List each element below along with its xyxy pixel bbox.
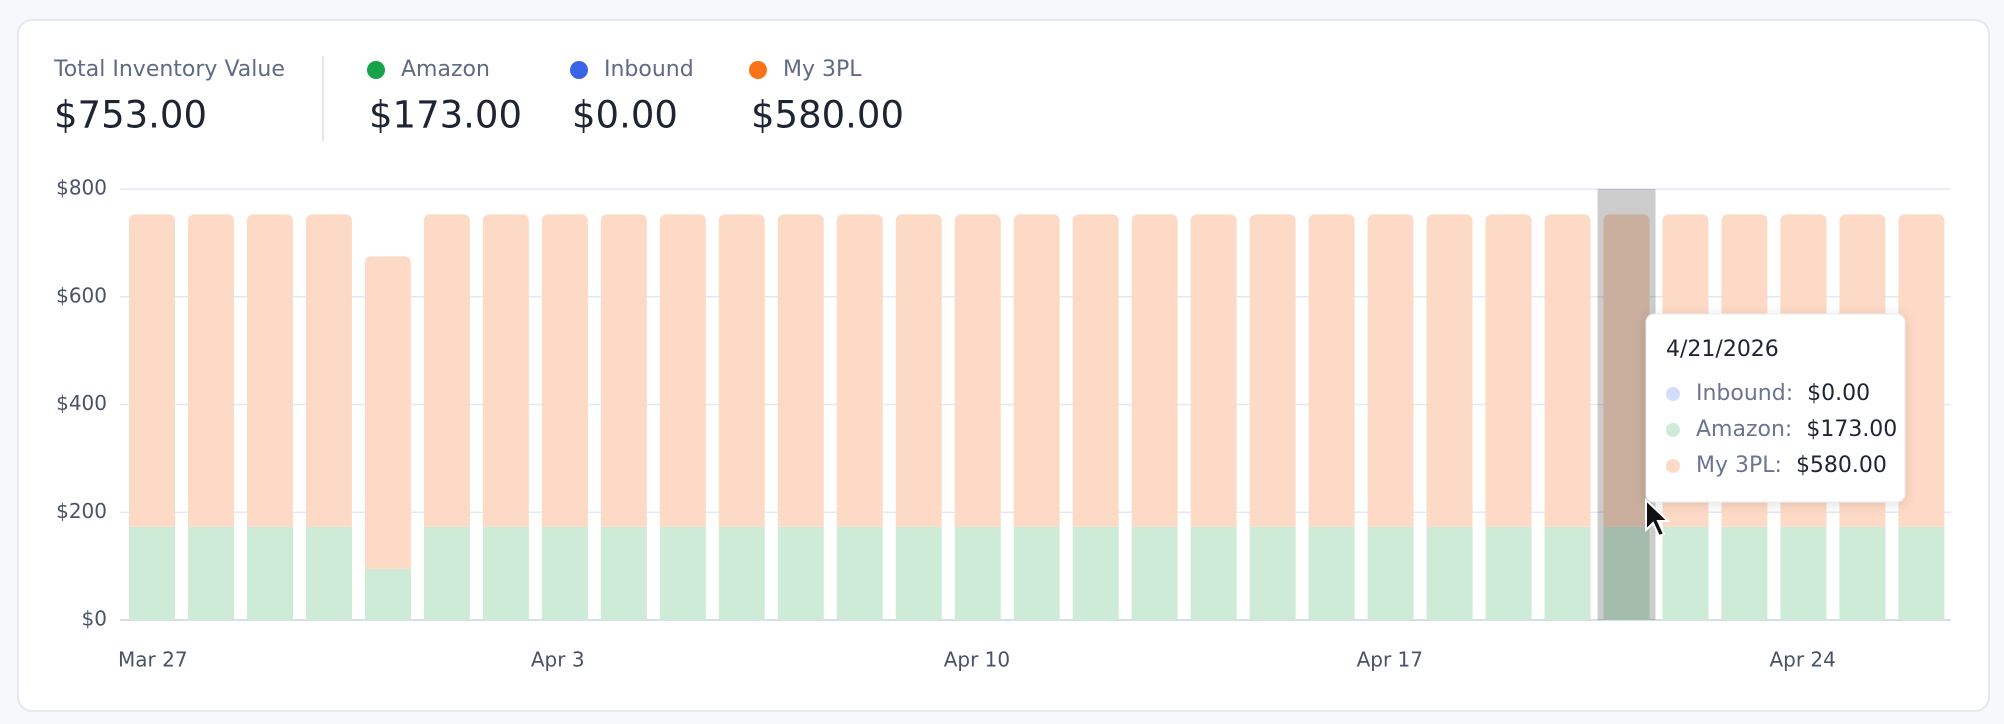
bar-segment: [246, 214, 293, 527]
tooltip-dot: [1666, 459, 1680, 473]
summary-label: Amazon: [401, 57, 490, 82]
tooltip-label: Inbound:: [1696, 381, 1793, 406]
bar-segment: [246, 526, 293, 620]
bar-segment: [659, 214, 706, 527]
legend-dot: [749, 61, 767, 79]
bar-segment: [187, 526, 234, 620]
bar-segment: [1072, 526, 1119, 620]
x-tick-label: Apr 3: [531, 648, 585, 672]
tooltip-dot: [1666, 423, 1680, 437]
bar-segment: [954, 214, 1001, 527]
bar-segment: [895, 214, 942, 527]
tooltip-value: $173.00: [1806, 417, 1897, 442]
legend-dot: [367, 61, 385, 79]
bar-segment: [1721, 526, 1768, 620]
bar-segment: [1308, 214, 1355, 527]
summary-label: Inbound: [604, 57, 694, 82]
bar-segment: [777, 526, 824, 620]
bar-segment: [1013, 526, 1060, 620]
bar-segment: [129, 214, 175, 527]
summary-value: $0.00: [572, 94, 678, 137]
bar-segment: [423, 214, 470, 527]
y-tick-label: $0: [82, 607, 107, 631]
bar-segment: [364, 256, 411, 569]
bar-segment: [1485, 214, 1532, 527]
bar-segment: [836, 214, 883, 527]
tooltip: 4/21/2026 Inbound: $0.00 Amazon: $173.00 My 3…: [1645, 313, 1906, 538]
bar-segment: [1898, 526, 1945, 620]
bar-segment: [1131, 526, 1178, 620]
bar-segment: [1603, 526, 1650, 620]
y-tick-label: $600: [56, 283, 107, 307]
bar-segment: [836, 526, 883, 620]
bar-segment: [777, 214, 824, 527]
tooltip-dot: [1666, 387, 1680, 401]
bar-segment: [1426, 526, 1473, 620]
bar-segment: [1662, 526, 1709, 620]
summary-value: $580.00: [751, 94, 904, 137]
tooltip-value: $0.00: [1807, 381, 1870, 406]
tooltip-box: [1645, 313, 1906, 503]
bar-segment: [1544, 214, 1591, 527]
bar-segment: [1308, 526, 1355, 620]
x-tick-label: Apr 17: [1357, 648, 1423, 672]
bar-segment: [482, 526, 529, 620]
bar-segment: [1839, 526, 1886, 620]
bar-segment: [659, 526, 706, 620]
bar-segment: [187, 214, 234, 527]
bar-segment: [954, 526, 1001, 620]
summary-label: Total Inventory Value: [53, 57, 285, 82]
x-tick-label: Mar 27: [118, 648, 188, 672]
bar-segment: [1367, 526, 1414, 620]
x-tick-label: Apr 10: [944, 648, 1010, 672]
bar-segment: [364, 568, 411, 620]
bar-segment: [1072, 214, 1119, 527]
bar-segment: [1485, 526, 1532, 620]
legend-dot: [570, 61, 588, 79]
tooltip-label: My 3PL:: [1696, 453, 1782, 478]
bar-segment: [1426, 214, 1473, 527]
bar-segment: [541, 526, 588, 620]
summary-value: $173.00: [369, 94, 522, 137]
bar-segment: [895, 526, 942, 620]
summary-label: My 3PL: [783, 57, 862, 82]
bar-segment: [1780, 526, 1827, 620]
bar-segment: [1898, 214, 1945, 527]
bar-segment: [482, 214, 529, 527]
bar-segment: [1190, 214, 1237, 527]
bar-segment: [1544, 526, 1591, 620]
y-tick-label: $400: [56, 391, 107, 415]
bar-segment: [718, 526, 765, 620]
bar-segment: [1367, 214, 1414, 527]
bar-segment: [1249, 526, 1296, 620]
plot: $0 $200 $400 $600 $800 Mar 27 Apr 3 Apr 10 Apr 1…: [56, 176, 1951, 672]
bar-segment: [305, 526, 352, 620]
cursor: [1645, 497, 1671, 538]
tooltip-value: $580.00: [1796, 453, 1887, 478]
bar-segment: [1190, 526, 1237, 620]
y-tick-label: $200: [56, 499, 107, 523]
bar-segment: [600, 526, 647, 620]
bar-segment: [1603, 214, 1650, 527]
bar-segment: [129, 526, 175, 620]
tooltip-label: Amazon:: [1696, 417, 1792, 442]
summary-value: $753.00: [54, 94, 207, 137]
y-tick-label: $800: [56, 176, 107, 200]
bar-segment: [1131, 214, 1178, 527]
bar-segment: [1013, 214, 1060, 527]
tooltip-title: 4/21/2026: [1666, 337, 1779, 362]
bar-segment: [423, 526, 470, 620]
bar-segment: [1249, 214, 1296, 527]
summary: Total Inventory Value $753.00 Amazon $173.0…: [53, 57, 904, 137]
bar-segment: [541, 214, 588, 527]
bar-segment: [718, 214, 765, 527]
x-tick-label: Apr 24: [1769, 648, 1835, 672]
bar-segment: [600, 214, 647, 527]
bar-segment: [305, 214, 352, 527]
